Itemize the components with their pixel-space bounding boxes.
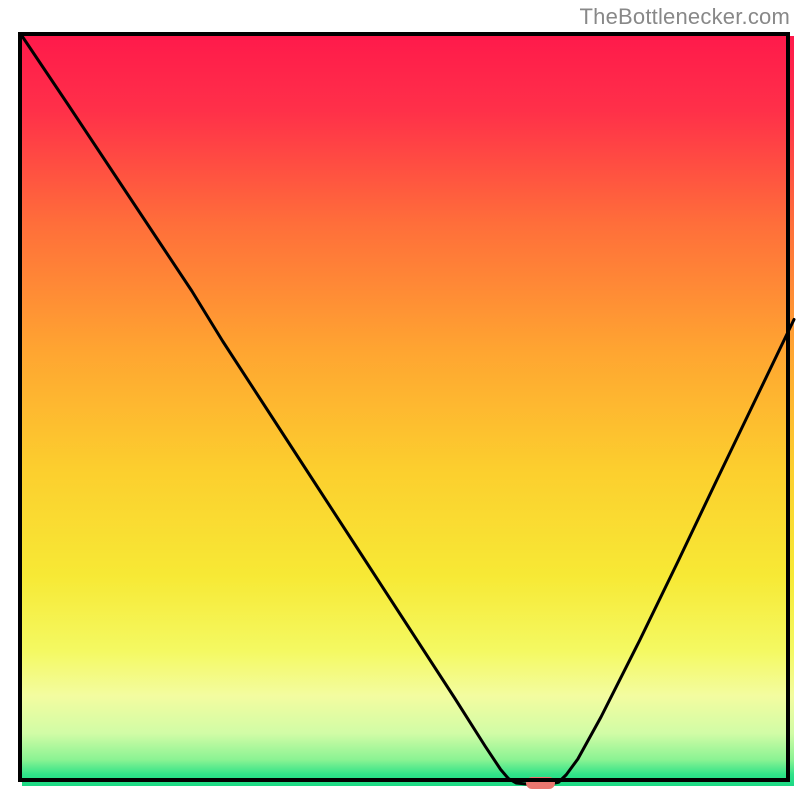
chart-container: TheBottlenecker.com: [0, 0, 800, 800]
plot-frame-border: [18, 32, 790, 782]
watermark-text: TheBottlenecker.com: [580, 4, 790, 30]
